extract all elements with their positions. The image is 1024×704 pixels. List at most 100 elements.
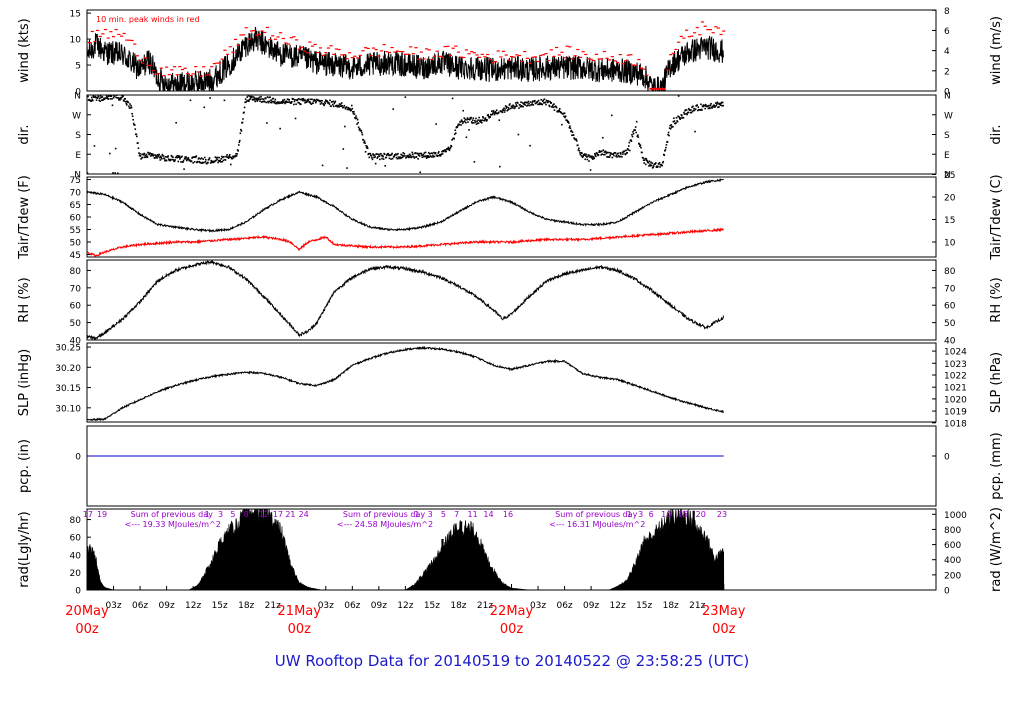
dir-point [421,154,423,156]
dir-point [423,155,425,158]
dir-point [590,156,593,159]
dir-point [357,126,360,129]
daily-total-text: Sum of previous day [343,510,425,519]
dir-point [344,107,347,110]
dir-point [102,98,105,101]
dir-point [363,140,366,142]
dir-point [687,111,689,114]
dir-point [657,165,659,168]
dir-point [124,100,127,103]
dir-point [240,128,242,131]
dir-point [319,103,322,105]
dir-point [219,159,221,162]
dir-point [438,151,440,153]
dir-point [270,101,273,104]
dir-point [572,134,575,136]
dir-point [274,100,276,103]
dir-point [101,99,103,102]
dir-point [683,111,685,114]
left-tick-label: 70 [70,284,82,294]
panel-wind: wind (kts) wind (m/s) 0 5 10 15 0 2 4 6 8 10 min. p… [17,7,1004,98]
dir-point [658,162,661,164]
dir-point [656,166,659,169]
dir-point [129,107,132,109]
dir-point [147,152,150,154]
dir-point [353,110,355,113]
dir-point [194,156,197,158]
dir-point [308,98,310,101]
hour-mark: 11 [467,510,477,519]
dir-point [525,101,528,104]
dir-point [596,153,599,156]
dir-point [281,102,284,104]
dir-point [179,156,182,159]
dir-point [544,101,547,104]
dir-point [687,107,690,110]
dir-point [132,122,135,125]
dir-point [527,104,529,106]
left-tick-label: 15 [70,10,81,20]
dir-point [125,104,128,106]
dir-point [200,157,203,159]
left-tick-label: 70 [70,189,82,199]
dir-point [392,108,394,110]
dir-point [321,164,324,167]
dir-point [349,108,351,110]
dir-point [379,158,381,161]
dir-point [116,172,119,174]
dir-point [323,101,326,103]
dir-point [417,158,419,160]
dir-point [621,151,624,154]
dir-point [282,99,284,102]
left-axis-label: pcp. (in) [17,439,32,493]
dir-point [519,105,522,108]
dir-point [338,106,340,108]
dir-point [210,159,212,162]
right-tick-label: 80 [944,267,956,277]
dir-point [510,107,512,110]
dir-point [290,102,293,104]
dir-point [189,159,191,162]
dir-point [458,123,461,126]
dir-point [198,157,200,159]
dir-point [239,132,242,135]
dir-point [222,159,225,162]
dir-point [382,158,385,160]
dir-point [182,159,185,162]
dir-point [329,99,331,102]
dir-point [180,161,182,163]
right-tick-label: 60 [944,302,956,312]
dir-point [719,102,721,105]
dir-point [292,98,295,100]
dir-point [190,160,193,162]
dir-point [123,100,125,102]
dir-point [286,101,288,104]
hour-mark: 1 [627,510,632,519]
dir-point [252,98,254,101]
dir-point [285,101,287,104]
dir-point [577,144,579,146]
dir-point [296,98,299,101]
dir-point [368,156,371,159]
dir-point [462,109,465,112]
dir-point [324,102,327,105]
dir-point [341,106,344,109]
x-tick-label: 21z [265,601,281,611]
dir-point [184,157,187,160]
dir-point [247,95,250,97]
left-tick-label: 55 [70,226,81,236]
dir-point [98,97,101,100]
dir-point [691,110,694,113]
right-tick-label: 1019 [944,408,967,418]
hour-mark: 5 [441,510,446,519]
dir-point [203,106,206,109]
dir-point [157,155,159,158]
dir-point [107,98,110,100]
dir-point [662,160,665,163]
dir-point [326,100,329,103]
hour-mark: 21 [285,510,295,519]
dir-point [256,97,258,100]
dir-point [589,169,592,171]
right-tick-label: S [944,131,950,141]
dir-point [343,104,346,107]
